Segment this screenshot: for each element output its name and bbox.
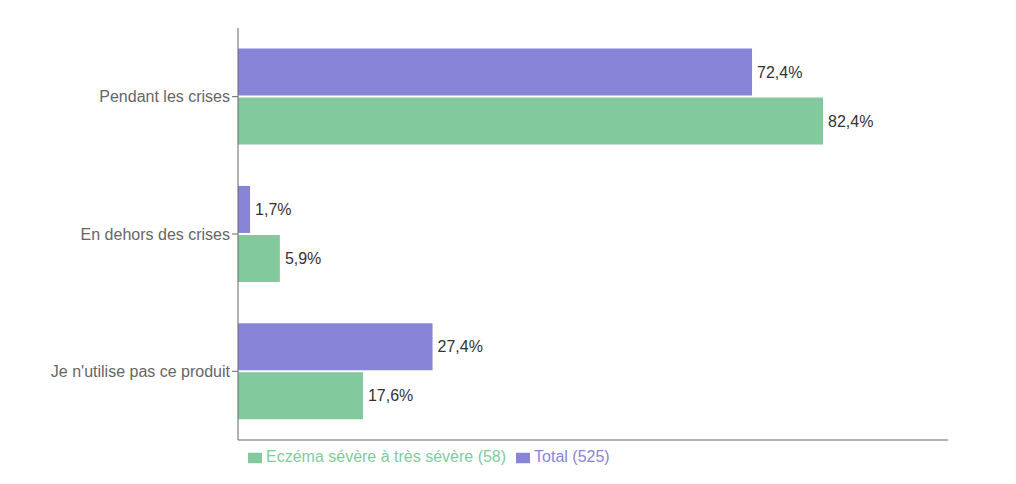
svg-text:82,4%: 82,4%	[828, 113, 873, 130]
svg-text:En dehors des crises: En dehors des crises	[81, 226, 230, 243]
html-text:Eczéma sévère à très sévère (5: Eczéma sévère à très sévère (58)	[266, 448, 507, 465]
svg-text:Pendant les crises: Pendant les crises	[99, 88, 230, 105]
svg-text:Je n'utilise pas ce produit: Je n'utilise pas ce produit	[51, 363, 231, 380]
svg-text:17,6%: 17,6%	[368, 387, 413, 404]
svg-text:27,4%: 27,4%	[438, 338, 483, 355]
svg-text:5,9%: 5,9%	[285, 250, 321, 267]
html-text:Total (525): Total (525)	[534, 448, 610, 465]
svg-text:1,7%: 1,7%	[255, 201, 291, 218]
svg-text:72,4%: 72,4%	[757, 64, 802, 81]
